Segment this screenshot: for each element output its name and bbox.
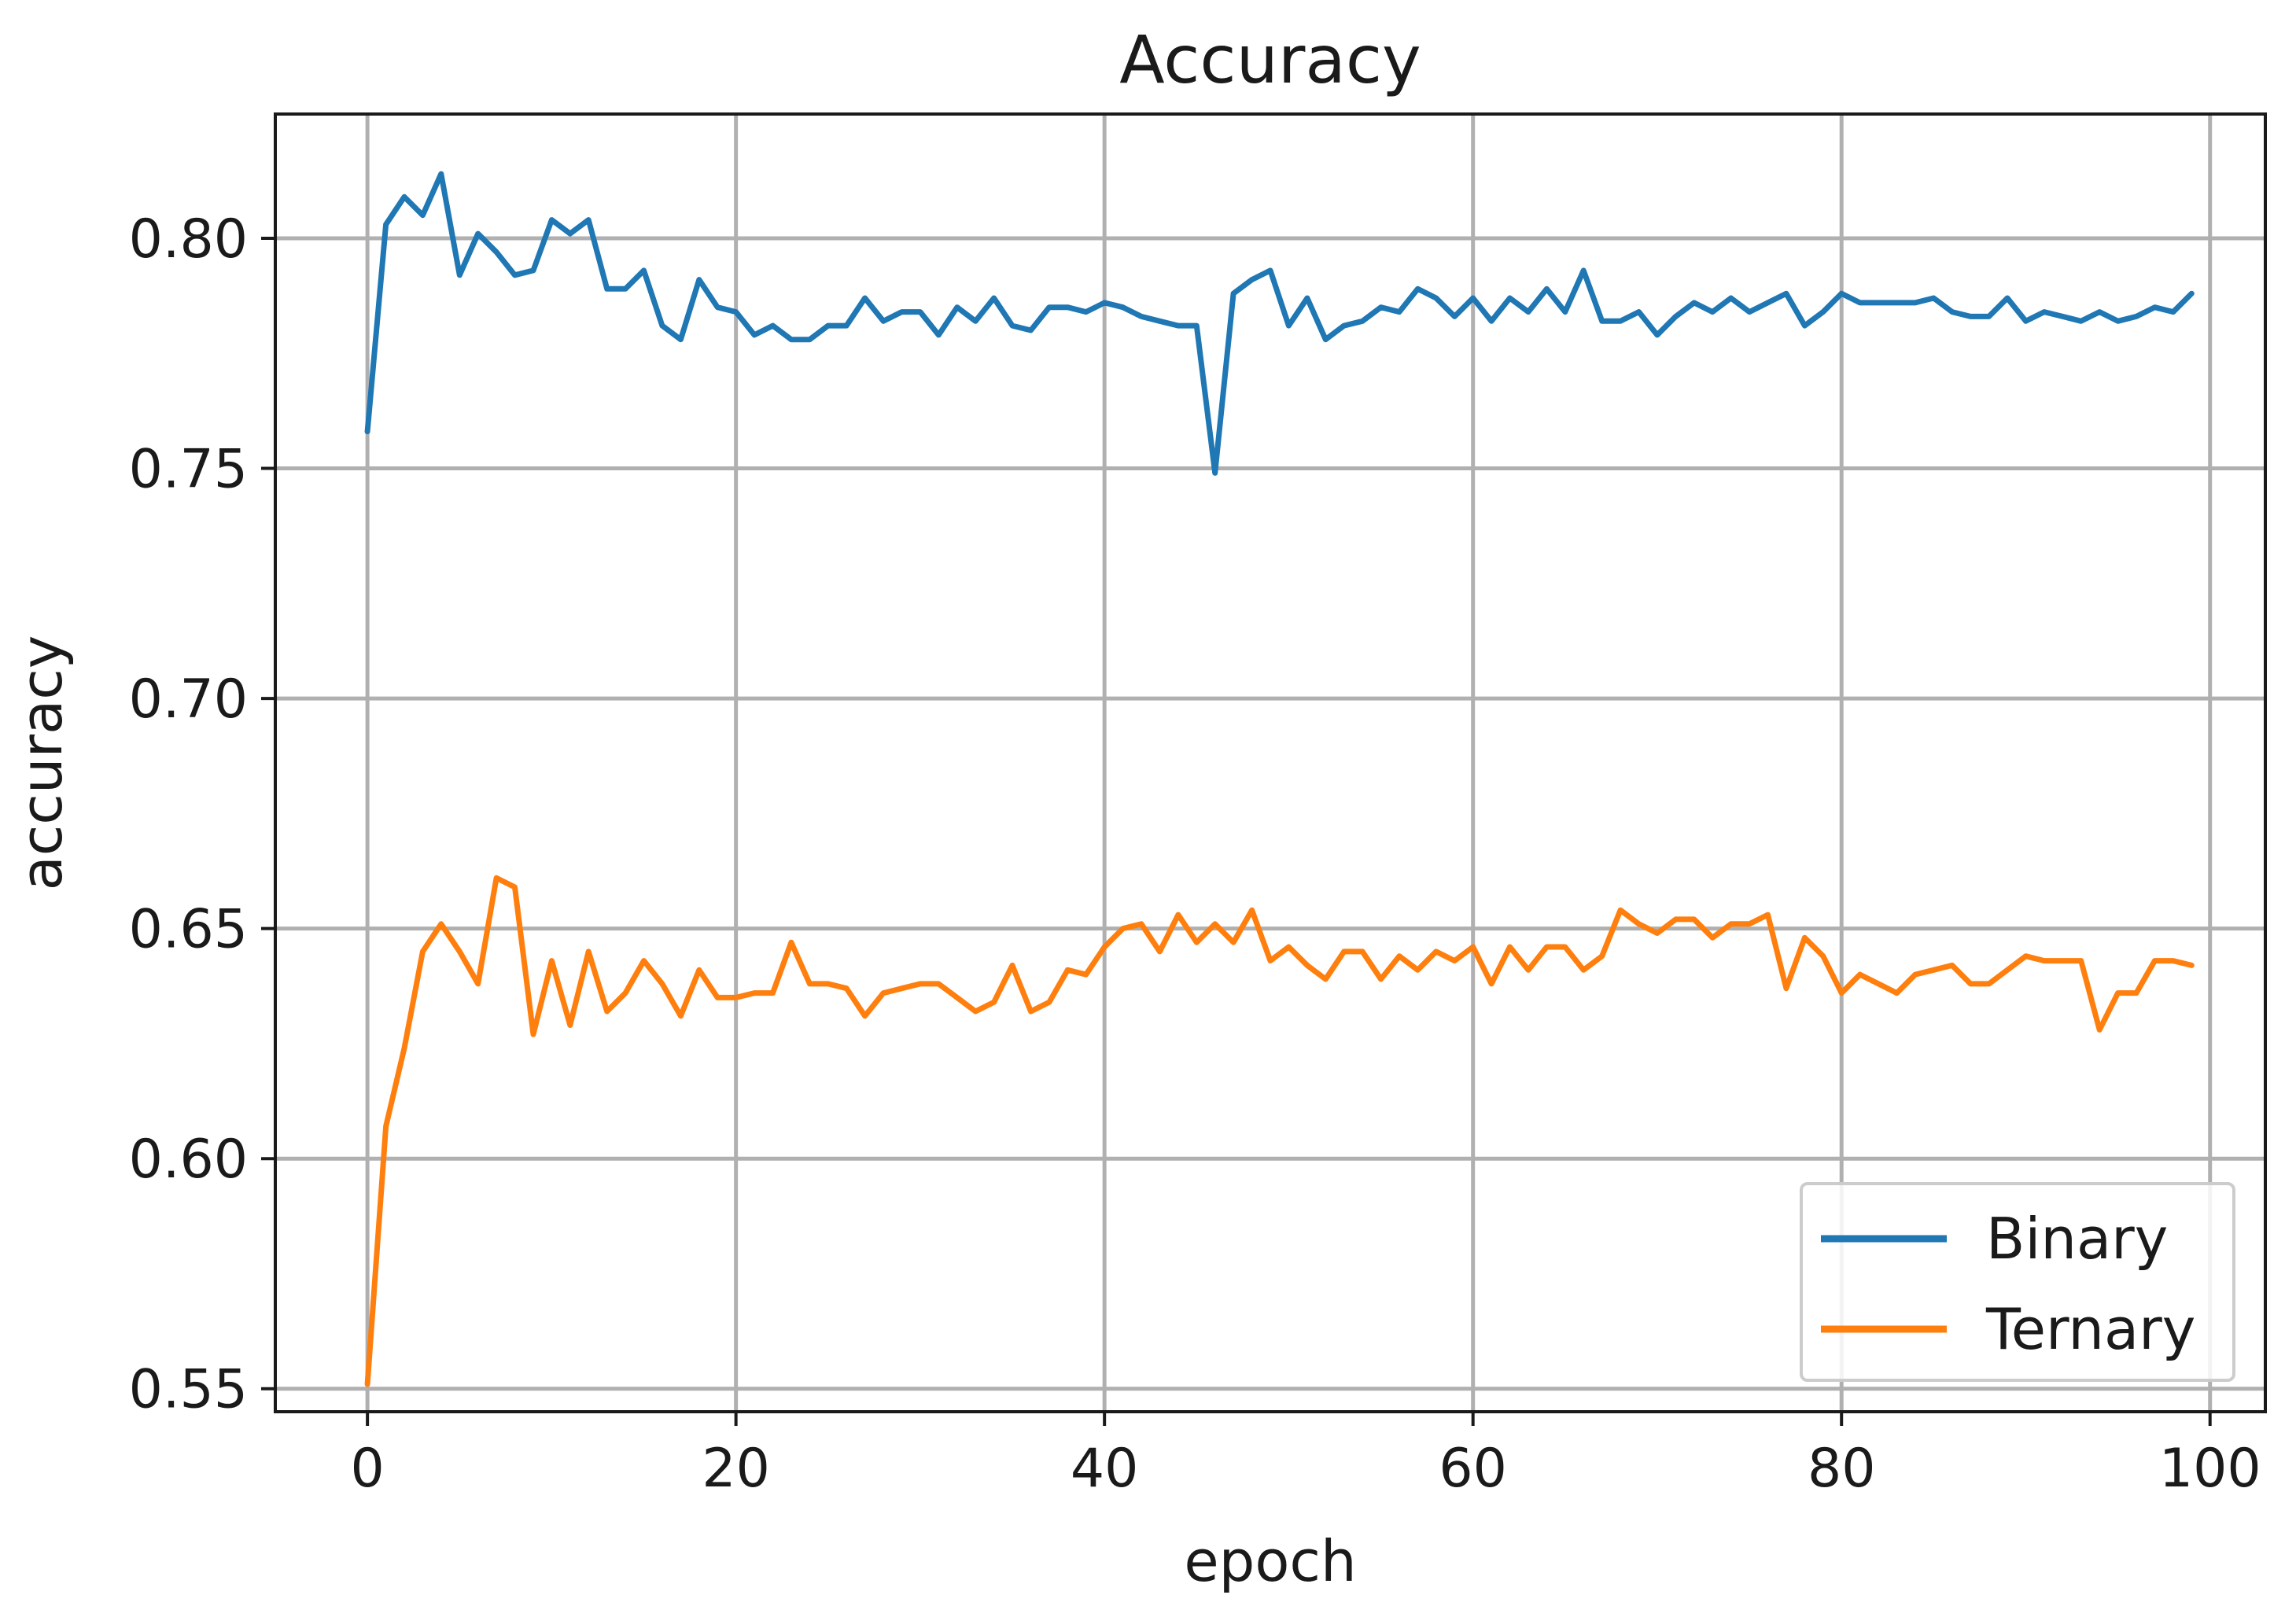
series-lines [364,171,2195,1387]
axis-ticks: 0 20 40 60 80 100 0.55 0.60 0.65 0.70 0.75 0.80 [129,208,2261,1500]
x-tick-label: 40 [1071,1438,1139,1500]
plot-frame [274,112,2267,1413]
legend-label-binary: Binary [1986,1206,2168,1272]
x-tick-label: 0 [350,1438,384,1500]
y-tick-label: 0.65 [129,899,248,961]
x-tick-label: 80 [1808,1438,1876,1500]
grid [275,114,2265,1412]
x-tick-label: 20 [702,1438,770,1500]
y-tick-label: 0.80 [129,208,248,271]
legend-label-ternary: Ternary [1985,1296,2195,1362]
y-tick-label: 0.70 [129,669,248,731]
series-line-ternary [364,875,2195,1387]
x-tick-label: 100 [2159,1438,2261,1500]
x-axis-label: epoch [1184,1528,1356,1594]
y-tick-label: 0.60 [129,1129,248,1191]
series-line-binary [364,171,2195,476]
x-tick-label: 60 [1439,1438,1507,1500]
y-tick-label: 0.55 [129,1359,248,1421]
y-axis-label: accuracy [9,635,75,891]
legend: Binary Ternary [1800,1182,2235,1382]
chart-title: Accuracy [1119,21,1421,98]
y-tick-label: 0.75 [129,439,248,501]
